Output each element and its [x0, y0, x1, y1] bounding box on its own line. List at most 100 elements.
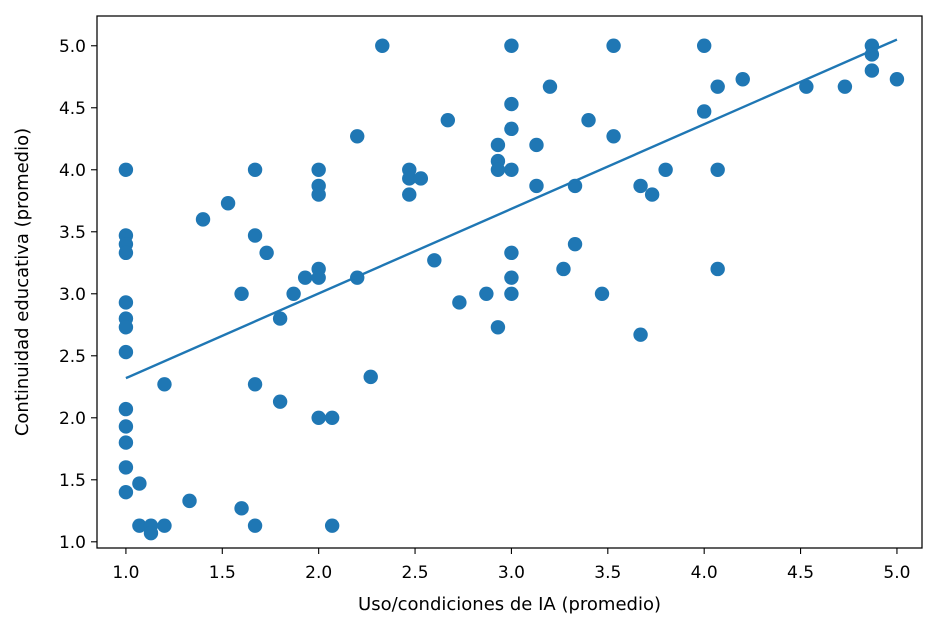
data-point [118, 295, 134, 310]
data-point [658, 162, 673, 177]
data-point [504, 286, 519, 301]
data-point [157, 377, 172, 392]
data-point [452, 295, 467, 310]
data-point [247, 162, 263, 177]
data-point [504, 162, 519, 177]
data-point [606, 38, 621, 53]
data-point [118, 419, 134, 434]
data-point [132, 518, 147, 533]
data-point [157, 518, 172, 533]
data-point [118, 245, 134, 261]
data-point [837, 79, 853, 94]
x-tick-label: 1.0 [112, 563, 139, 583]
y-axis-label: Continuidad educativa (promedio) [12, 128, 33, 436]
plot-area [118, 38, 905, 541]
data-point [195, 212, 211, 227]
data-point [311, 270, 326, 285]
data-point [220, 196, 236, 211]
y-tick-label: 5.0 [59, 37, 86, 57]
data-point [735, 72, 750, 87]
data-point [440, 112, 456, 128]
x-axis-label: Uso/condiciones de IA (promedio) [358, 594, 661, 615]
x-tick-label: 5.0 [883, 563, 910, 583]
y-tick-label: 3.0 [59, 285, 86, 305]
data-point [272, 311, 288, 326]
data-point [118, 162, 134, 177]
data-point [594, 286, 610, 301]
data-point [567, 236, 583, 252]
data-point [118, 320, 134, 335]
data-point [247, 518, 263, 533]
data-point [311, 162, 326, 177]
data-point [504, 121, 519, 137]
data-point [633, 327, 648, 342]
data-point [350, 129, 365, 144]
data-point [311, 410, 326, 425]
data-point [182, 493, 197, 509]
data-point [118, 344, 134, 360]
data-point [490, 320, 506, 335]
x-tick-label: 3.0 [498, 563, 525, 583]
y-tick-label: 1.5 [59, 471, 86, 491]
x-tick-label: 4.5 [787, 563, 814, 583]
data-point [286, 286, 301, 301]
data-point [696, 38, 712, 53]
data-point [696, 104, 712, 119]
y-tick-label: 2.0 [59, 409, 86, 429]
data-point [247, 228, 263, 243]
data-point [633, 178, 648, 194]
trend-line [125, 38, 898, 380]
data-point [504, 245, 519, 261]
y-tick-label: 4.5 [59, 99, 86, 119]
y-tick-label: 3.5 [59, 223, 86, 243]
data-point [402, 187, 417, 202]
data-point [297, 270, 313, 285]
data-point [799, 79, 814, 94]
plot-frame [96, 15, 923, 549]
data-point [363, 369, 378, 385]
data-point [606, 129, 621, 144]
y-axis-ticks: 1.0 1.5 2.0 2.5 3.0 3.5 4.0 4.5 5.0 [59, 37, 97, 553]
data-point [504, 38, 519, 53]
data-point [479, 286, 494, 301]
data-point [402, 171, 417, 186]
data-point [247, 377, 263, 392]
data-point [324, 518, 340, 533]
data-point [490, 137, 506, 153]
x-tick-label: 2.5 [402, 563, 429, 583]
data-point [529, 137, 544, 153]
x-tick-label: 2.0 [305, 563, 332, 583]
data-point [311, 187, 326, 202]
data-point [427, 253, 442, 268]
data-point [556, 261, 571, 277]
data-point [413, 171, 429, 186]
data-point [234, 286, 249, 301]
data-point [118, 435, 134, 450]
data-point [710, 162, 725, 177]
data-point [644, 187, 660, 202]
x-tick-label: 3.5 [594, 563, 621, 583]
data-point [118, 484, 134, 500]
data-point [490, 162, 506, 177]
data-point [324, 410, 340, 425]
y-tick-label: 4.0 [59, 161, 86, 181]
x-axis-ticks: 1.0 1.5 2.0 2.5 3.0 3.5 4.0 4.5 5.0 [112, 548, 910, 583]
y-tick-label: 1.0 [59, 533, 86, 553]
data-point [504, 270, 519, 285]
data-point [542, 79, 558, 94]
data-point [118, 401, 134, 417]
data-point [234, 501, 249, 516]
data-point [581, 112, 596, 128]
x-tick-label: 1.5 [209, 563, 236, 583]
data-point [529, 178, 544, 194]
data-point [889, 72, 905, 87]
x-tick-label: 4.0 [691, 563, 718, 583]
data-point [504, 96, 519, 112]
data-point [259, 245, 274, 261]
data-point [864, 63, 880, 78]
data-point [710, 79, 725, 94]
data-point [710, 261, 725, 277]
data-point [132, 476, 147, 491]
y-tick-label: 2.5 [59, 347, 86, 367]
